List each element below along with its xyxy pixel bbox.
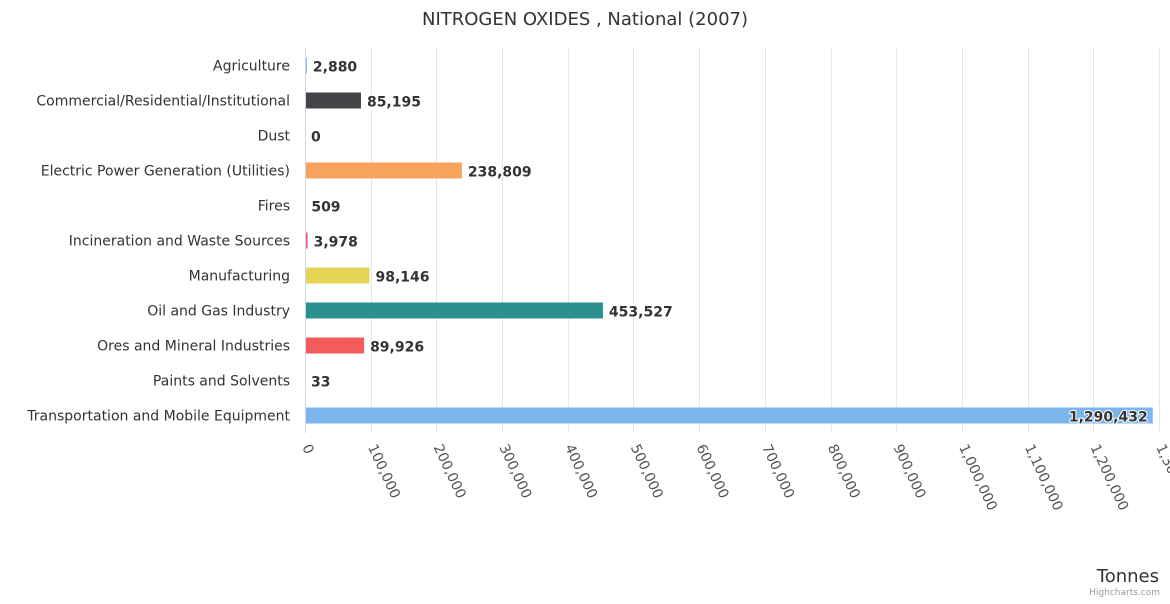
data-label: 509 bbox=[311, 200, 340, 216]
x-tick-label: 300,000 bbox=[495, 442, 534, 501]
x-tick-label: 400,000 bbox=[561, 442, 600, 501]
x-tick-label: 1,300,000 bbox=[1152, 442, 1170, 513]
data-label: 0 bbox=[311, 130, 321, 146]
x-tick-label: 800,000 bbox=[824, 442, 863, 501]
category-label: Electric Power Generation (Utilities) bbox=[41, 164, 290, 180]
bar[interactable] bbox=[305, 92, 361, 109]
category-label: Transportation and Mobile Equipment bbox=[26, 409, 290, 425]
x-tick-label: 500,000 bbox=[627, 442, 666, 501]
category-label: Fires bbox=[258, 199, 290, 215]
data-label: 89,926 bbox=[370, 340, 424, 356]
data-label: 1,290,432 bbox=[1069, 410, 1148, 426]
category-label: Manufacturing bbox=[189, 269, 290, 285]
bar[interactable] bbox=[305, 162, 462, 179]
x-axis-title: Tonnes bbox=[1096, 566, 1159, 587]
x-tick-label: 1,000,000 bbox=[955, 442, 1000, 513]
chart-title: NITROGEN OXIDES , National (2007) bbox=[422, 9, 748, 30]
x-tick-label: 100,000 bbox=[364, 442, 403, 501]
data-label: 3,978 bbox=[314, 235, 358, 251]
bar[interactable] bbox=[305, 337, 365, 354]
category-label: Agriculture bbox=[213, 59, 290, 75]
data-labels: 2,880 85,195 0 238,809 509 3,978 98,146 453,527… bbox=[310, 59, 1149, 427]
data-label: 98,146 bbox=[375, 270, 429, 286]
category-label: Ores and Mineral Industries bbox=[97, 339, 290, 355]
category-label: Commercial/Residential/Institutional bbox=[36, 94, 290, 110]
x-tick-label: 700,000 bbox=[758, 442, 797, 501]
x-tick-label: 1,200,000 bbox=[1087, 442, 1132, 513]
bars bbox=[305, 57, 1153, 424]
x-tick-label: 600,000 bbox=[693, 442, 732, 501]
gridlines bbox=[305, 48, 1160, 433]
bar[interactable] bbox=[305, 232, 308, 249]
bar[interactable] bbox=[305, 407, 1153, 424]
category-label: Oil and Gas Industry bbox=[147, 304, 290, 320]
bar[interactable] bbox=[305, 267, 370, 284]
data-label: 33 bbox=[311, 375, 330, 391]
data-label: 453,527 bbox=[609, 305, 673, 321]
bar[interactable] bbox=[305, 302, 603, 319]
x-tick-label: 1,100,000 bbox=[1021, 442, 1066, 513]
x-tick-label: 200,000 bbox=[430, 442, 469, 501]
data-label: 2,880 bbox=[313, 60, 358, 76]
data-label: 85,195 bbox=[367, 95, 421, 111]
category-labels: Agriculture Commercial/Residential/Instit… bbox=[26, 59, 290, 425]
data-label: 238,809 bbox=[468, 165, 532, 181]
category-label: Dust bbox=[258, 129, 291, 145]
category-label: Incineration and Waste Sources bbox=[69, 234, 290, 250]
x-axis-tick-labels: 0 100,000 200,000 300,000 400,000 500,000 600,… bbox=[298, 442, 1170, 513]
category-label: Paints and Solvents bbox=[153, 374, 290, 390]
credits-link[interactable]: Highcharts.com bbox=[1089, 588, 1160, 598]
x-tick-label: 0 bbox=[298, 442, 316, 457]
x-tick-label: 900,000 bbox=[890, 442, 929, 501]
